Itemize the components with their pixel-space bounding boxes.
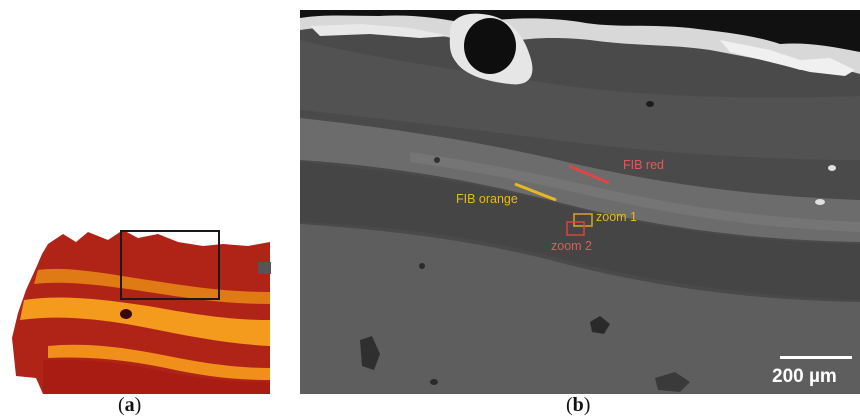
panel-a-optical-image [8,228,271,394]
zoom1-label: zoom 1 [596,210,637,224]
panel-b-sem-image: FIB red FIB orange zoom 1 zoom 2 200 µm [300,10,860,394]
sem-region-box [120,230,220,300]
fib-red-label: FIB red [623,158,664,172]
fib-red-line [568,164,610,185]
zoom2-box [566,221,585,236]
fib-orange-line [514,182,557,202]
scale-bar-label: 200 µm [772,366,837,387]
zoom1-box [573,213,593,227]
paint-cross-section-photo [8,228,271,394]
caption-a: (a) [118,394,142,416]
zoom2-label: zoom 2 [551,239,592,253]
scale-bar [780,356,852,359]
sem-micrograph [300,10,860,394]
fib-orange-label: FIB orange [456,192,518,206]
caption-b: (b) [566,394,591,416]
